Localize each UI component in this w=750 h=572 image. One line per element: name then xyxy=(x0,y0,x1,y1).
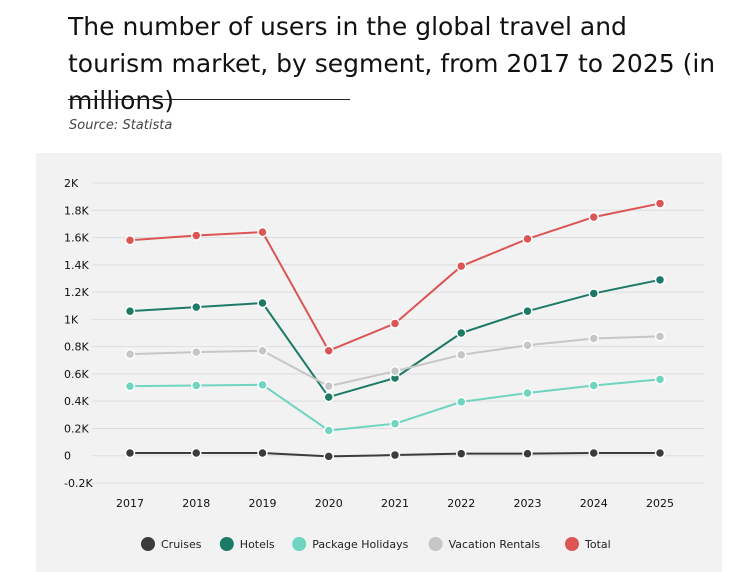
data-point[interactable] xyxy=(124,380,136,392)
series-total xyxy=(124,198,666,356)
y-tick-label: 0.8K xyxy=(64,341,89,354)
y-tick-label: 0.6K xyxy=(64,368,89,381)
x-tick-label: 2019 xyxy=(249,497,277,510)
y-tick-label: 0.2K xyxy=(64,422,89,435)
data-point[interactable] xyxy=(124,447,136,459)
series-vacation-rentals xyxy=(124,331,666,392)
y-tick-label: 2K xyxy=(64,177,79,190)
data-point[interactable] xyxy=(654,331,666,342)
data-point[interactable] xyxy=(654,447,666,459)
chart-title: The number of users in the global travel… xyxy=(68,12,716,115)
x-tick-label: 2023 xyxy=(514,497,542,510)
x-tick-label: 2024 xyxy=(580,497,608,510)
legend-swatch xyxy=(292,537,307,551)
data-point[interactable] xyxy=(522,340,533,351)
data-point[interactable] xyxy=(323,451,334,462)
y-tick-label: -0.2K xyxy=(64,477,93,490)
y-axis-ticks: 2K 1.8K 1.6K 1.4K 1.2K 1K 0.8K 0.6K 0.4K 0.2K 0 -0.… xyxy=(64,177,93,490)
data-point[interactable] xyxy=(456,349,467,361)
title-divider xyxy=(68,99,350,100)
data-point[interactable] xyxy=(124,235,136,246)
x-tick-label: 2018 xyxy=(182,497,210,510)
data-point[interactable] xyxy=(191,230,202,241)
data-point[interactable] xyxy=(456,260,467,272)
series-hotels xyxy=(124,274,666,403)
data-point[interactable] xyxy=(389,449,401,461)
data-point[interactable] xyxy=(257,297,268,309)
legend-item[interactable]: Cruises xyxy=(141,537,202,551)
data-point[interactable] xyxy=(257,379,268,391)
x-axis-ticks: 2017 2018 2019 2020 2021 2022 2023 2024 2025 xyxy=(116,497,674,510)
x-tick-label: 2022 xyxy=(447,497,475,510)
legend-label: Vacation Rentals xyxy=(449,538,541,551)
data-point[interactable] xyxy=(191,301,202,313)
y-tick-label: 0 xyxy=(64,450,71,463)
legend-label: Cruises xyxy=(161,538,202,551)
data-point[interactable] xyxy=(654,374,666,385)
data-point[interactable] xyxy=(257,226,268,238)
data-point[interactable] xyxy=(323,345,334,356)
x-tick-label: 2017 xyxy=(116,497,144,510)
data-point[interactable] xyxy=(588,211,599,223)
x-tick-label: 2025 xyxy=(646,497,674,510)
data-point[interactable] xyxy=(191,447,202,459)
data-point[interactable] xyxy=(654,274,666,286)
data-point[interactable] xyxy=(522,448,533,459)
data-point[interactable] xyxy=(654,198,666,209)
legend-item[interactable]: Package Holidays xyxy=(292,537,409,551)
series-lines xyxy=(124,198,666,462)
data-point[interactable] xyxy=(522,387,533,399)
data-point[interactable] xyxy=(588,288,599,299)
line-chart: 2K 1.8K 1.6K 1.4K 1.2K 1K 0.8K 0.6K 0.4K 0.2K 0 -0.… xyxy=(64,177,704,551)
data-point[interactable] xyxy=(456,396,467,408)
data-point[interactable] xyxy=(323,391,334,403)
data-point[interactable] xyxy=(389,365,401,377)
data-point[interactable] xyxy=(522,305,533,317)
legend-swatch xyxy=(219,537,234,551)
data-point[interactable] xyxy=(124,305,136,317)
legend-swatch xyxy=(428,537,443,551)
y-tick-label: 1.4K xyxy=(64,259,89,272)
legend-item[interactable]: Hotels xyxy=(219,537,275,551)
series-package-holidays xyxy=(124,374,666,436)
gridlines xyxy=(92,182,704,484)
y-tick-label: 1.8K xyxy=(64,204,89,217)
data-point[interactable] xyxy=(191,380,202,391)
data-point[interactable] xyxy=(389,318,401,329)
data-point[interactable] xyxy=(456,327,467,339)
data-point[interactable] xyxy=(389,418,401,429)
data-point[interactable] xyxy=(588,380,599,391)
data-point[interactable] xyxy=(456,448,467,459)
data-point[interactable] xyxy=(323,380,334,392)
data-point[interactable] xyxy=(257,345,268,356)
y-tick-label: 1.2K xyxy=(64,286,89,299)
legend-label: Hotels xyxy=(240,538,275,551)
legend-item[interactable]: Vacation Rentals xyxy=(428,537,541,551)
legend[interactable]: Cruises Hotels Package Holidays Vacation Re… xyxy=(141,537,611,551)
data-point[interactable] xyxy=(191,346,202,358)
series-cruises xyxy=(124,447,666,462)
data-point[interactable] xyxy=(124,348,136,360)
data-point[interactable] xyxy=(522,233,533,245)
data-point[interactable] xyxy=(588,333,599,344)
x-tick-label: 2021 xyxy=(381,497,409,510)
legend-item[interactable]: Total xyxy=(565,537,611,551)
legend-label: Total xyxy=(584,538,611,551)
legend-label: Package Holidays xyxy=(312,538,408,551)
source-note: Source: Statista xyxy=(69,118,173,133)
y-tick-label: 1K xyxy=(64,313,79,326)
y-tick-label: 1.6K xyxy=(64,232,89,245)
x-tick-label: 2020 xyxy=(315,497,343,510)
y-tick-label: 0.4K xyxy=(64,395,89,408)
legend-swatch xyxy=(141,537,155,551)
legend-swatch xyxy=(565,537,579,551)
data-point[interactable] xyxy=(257,447,268,459)
data-point[interactable] xyxy=(323,425,334,436)
chart-panel: 2K 1.8K 1.6K 1.4K 1.2K 1K 0.8K 0.6K 0.4K 0.2K 0 -0.… xyxy=(36,153,722,572)
data-point[interactable] xyxy=(588,447,599,459)
